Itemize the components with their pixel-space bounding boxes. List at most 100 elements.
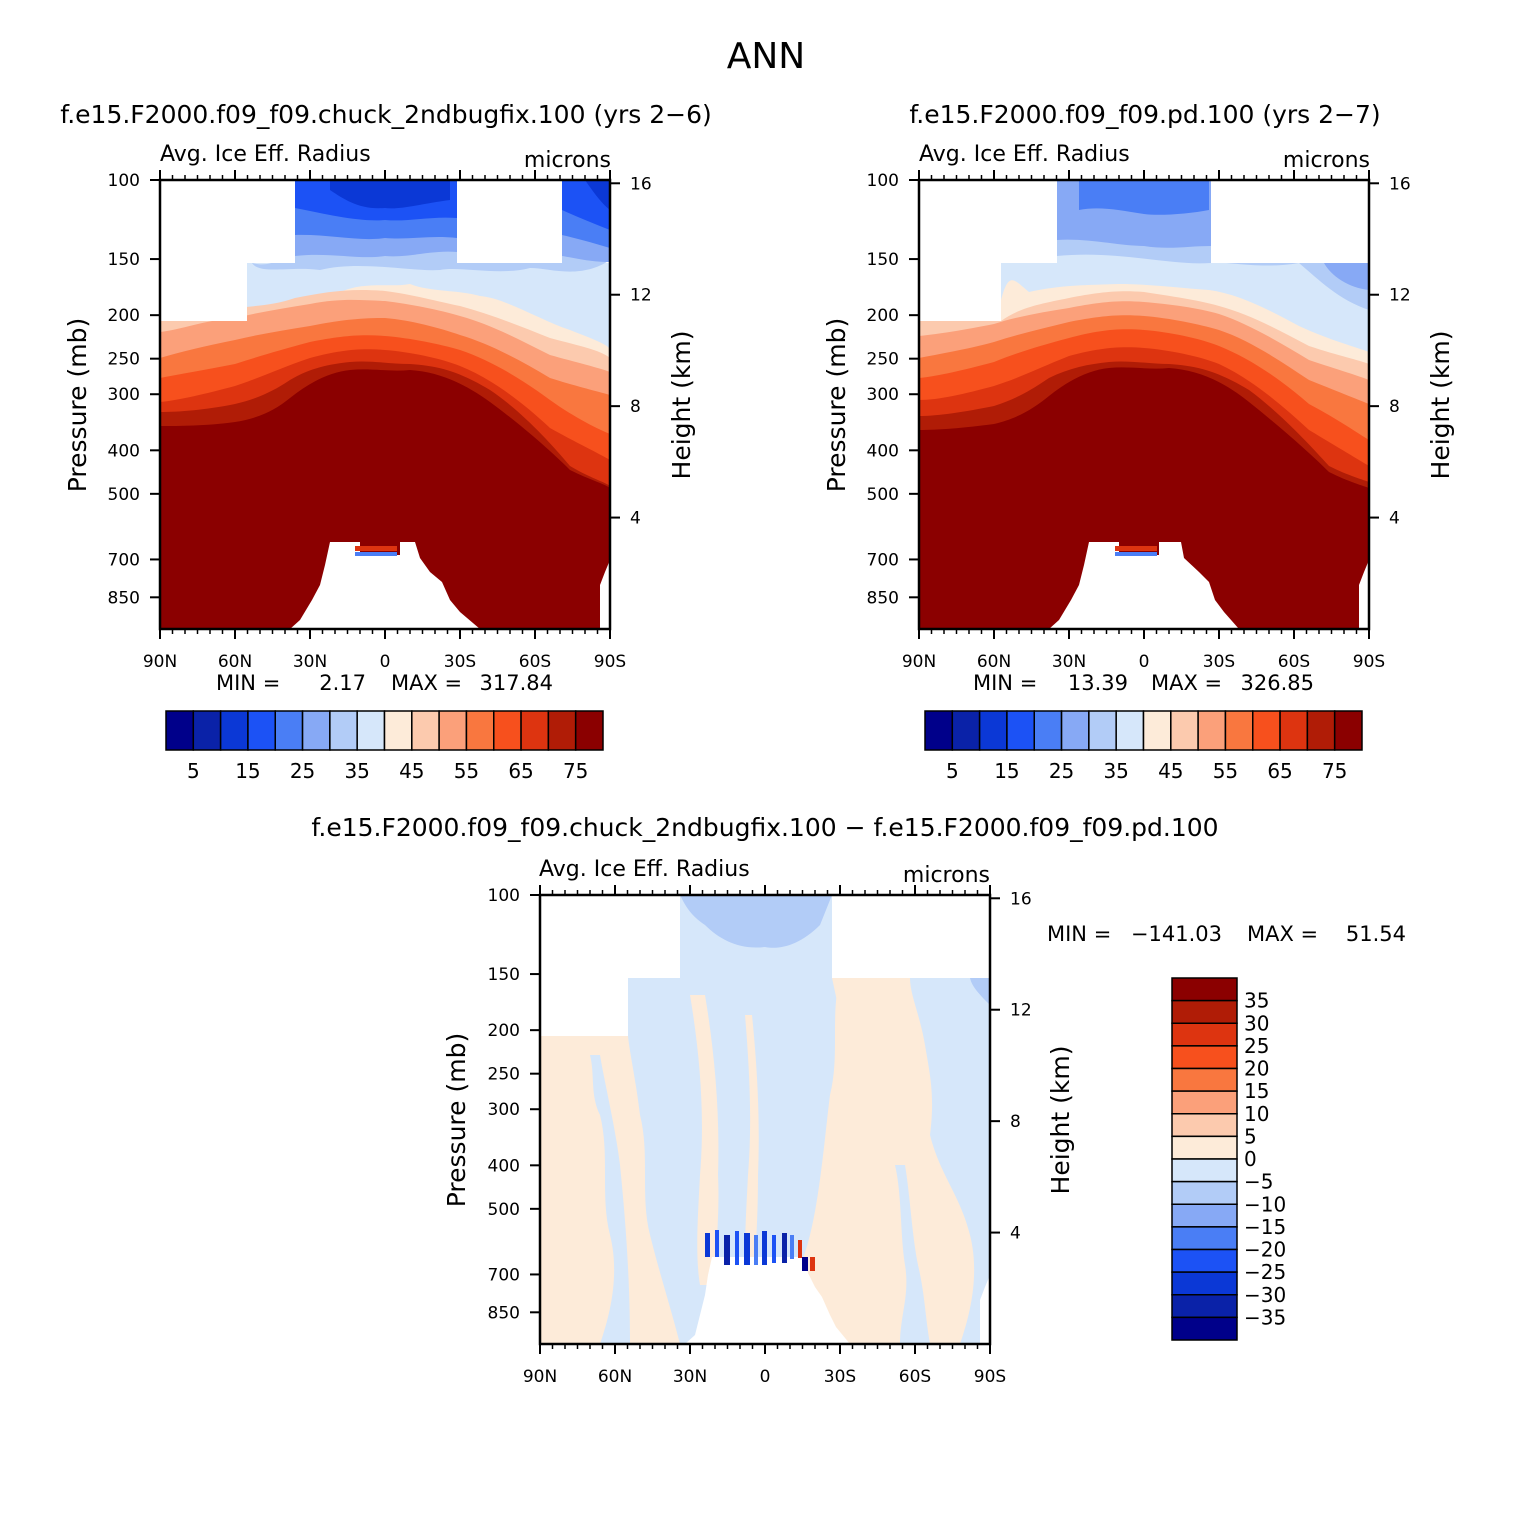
x-tick-label: 60S (899, 1367, 931, 1387)
panel-2-max-label: MAX = (1151, 671, 1222, 695)
y-tick-label: 300 (108, 385, 140, 405)
panel-3-band-neg10-to-neg5 (680, 895, 990, 1005)
panel-2-min-label: MIN = (973, 671, 1037, 695)
colorbar-label: 15 (1244, 1079, 1269, 1103)
colorbar-box (547, 710, 577, 751)
panel-3-band-neg5-to-0 (590, 895, 990, 1344)
colorbar-box (493, 710, 522, 751)
colorbar-box (438, 710, 468, 751)
panel-3-anomaly-blue-10 (790, 1235, 794, 1259)
panel-3-ticks: 90N 60N 30N 0 30S 60S 90S 100 150 200 250 300 400 500… (488, 885, 1032, 1387)
colorbar-label: −30 (1244, 1283, 1286, 1307)
panel-2-y-axis-label: Pressure (mb) (822, 318, 851, 492)
panel-3-missing-surface (685, 1257, 990, 1344)
x-tick-label: 90S (594, 652, 626, 672)
colorbar-label: 15 (235, 759, 260, 783)
panel-3-band-0-to-5-plume-1 (690, 995, 719, 1285)
colorbar-label: 35 (1103, 759, 1128, 783)
panel-1-units-label: microns (524, 148, 611, 173)
y-tick-label: 250 (867, 350, 899, 370)
panel-3-surface-anomalies (705, 1230, 815, 1271)
panel-3-anomaly-blue-5 (744, 1233, 750, 1265)
x-tick-label: 0 (760, 1367, 771, 1387)
colorbar-box (274, 710, 304, 751)
colorbar-label: 25 (1049, 759, 1074, 783)
panel-3-anomaly-red-1 (798, 1240, 802, 1258)
y-tick-label: 850 (488, 1303, 520, 1323)
y2-tick-label: 12 (630, 286, 652, 306)
colorbar-box (1060, 710, 1090, 751)
x-tick-label: 60S (519, 652, 551, 672)
y2-tick-label: 12 (1389, 286, 1411, 306)
colorbar-box (1252, 710, 1281, 751)
colorbar-box (1171, 1158, 1238, 1183)
colorbar-box (1171, 1203, 1238, 1228)
colorbar-box (356, 710, 386, 751)
y2-tick-label: 8 (1389, 397, 1400, 417)
panel-2-y2-axis-label: Height (km) (1426, 331, 1455, 480)
panel-3: f.e15.F2000.f09_f09.chuck_2ndbugfix.100 … (311, 813, 1406, 1387)
colorbar-label: 10 (1244, 1102, 1269, 1126)
y-tick-label: 300 (488, 1100, 520, 1120)
panel-1-ticks: 90N 60N 30N 0 30S 60S 90S 100 150 200 250 300 400 500… (108, 170, 652, 672)
colorbar-box (1171, 1045, 1238, 1070)
colorbar-label: 25 (290, 759, 315, 783)
panel-3-anomaly-blue-7 (762, 1231, 767, 1265)
panel-3-min-value: −141.03 (1131, 922, 1222, 946)
x-tick-label: 90N (902, 652, 936, 672)
y-tick-label: 250 (108, 350, 140, 370)
panel-1-band-15 (330, 180, 610, 210)
y-tick-label: 100 (108, 171, 140, 191)
x-tick-label: 0 (1139, 652, 1150, 672)
colorbar-label: 75 (563, 759, 588, 783)
y2-tick-label: 4 (1389, 509, 1400, 529)
panel-3-anomaly-red-2 (810, 1257, 815, 1271)
colorbar-box (1171, 999, 1238, 1024)
y-tick-label: 150 (488, 965, 520, 985)
panel-3-plot-area: 90N 60N 30N 0 30S 60S 90S 100 150 200 250 300 400 500… (488, 885, 1032, 1387)
colorbar-label: 45 (399, 759, 424, 783)
colorbar-label: 35 (1244, 989, 1269, 1013)
panel-3-anomaly-blue-9 (782, 1233, 787, 1263)
x-tick-label: 30N (293, 652, 327, 672)
x-tick-label: 90S (974, 1367, 1006, 1387)
panel-3-missing-top (540, 895, 990, 1036)
x-tick-label: 0 (380, 652, 391, 672)
colorbar-label: 65 (1267, 759, 1292, 783)
panel-3-band-0-to-5-plume-2 (745, 1015, 759, 1275)
panel-1-missing-surface (290, 542, 610, 629)
colorbar-label: −20 (1244, 1238, 1286, 1262)
colorbar-box (978, 710, 1008, 751)
colorbar-box (383, 710, 413, 751)
y-tick-label: 300 (867, 385, 899, 405)
panel-3-anomaly-blue-1 (705, 1233, 710, 1257)
y-tick-label: 500 (108, 485, 140, 505)
colorbar-box (1171, 1316, 1238, 1341)
colorbar-label: −35 (1244, 1305, 1286, 1329)
colorbar-box (574, 710, 604, 751)
colorbar-label: −15 (1244, 1215, 1286, 1239)
panel-1-surface-strip-blue (355, 552, 397, 556)
panel-1-min-label: MIN = (216, 671, 280, 695)
y-tick-label: 250 (488, 1065, 520, 1085)
x-tick-label: 60S (1278, 652, 1310, 672)
colorbar-box (1171, 1248, 1238, 1273)
panel-2-variable-label: Avg. Ice Eff. Radius (919, 142, 1130, 167)
colorbar-box (1306, 710, 1336, 751)
panel-3-anomaly-blue-8 (772, 1235, 776, 1263)
panel-1: f.e15.F2000.f09_f09.chuck_2ndbugfix.100 … (60, 100, 712, 783)
x-tick-label: 30N (1052, 652, 1086, 672)
colorbar-label: 25 (1244, 1034, 1269, 1058)
panel-3-anomaly-blue-2 (715, 1230, 719, 1257)
y-tick-label: 850 (108, 588, 140, 608)
y2-tick-label: 16 (1010, 889, 1032, 909)
colorbar-box (1171, 1226, 1238, 1251)
colorbar-box (219, 710, 249, 751)
y2-tick-label: 4 (1010, 1224, 1021, 1244)
colorbar-label: 5 (1244, 1124, 1257, 1148)
panel-3-title: f.e15.F2000.f09_f09.chuck_2ndbugfix.100 … (311, 813, 1218, 842)
y-tick-label: 500 (488, 1200, 520, 1220)
panel-1-min-value: 2.17 (319, 671, 366, 695)
panel-2-colorbar: 5 15 25 35 45 55 65 75 (924, 710, 1363, 783)
colorbar-box (520, 710, 550, 751)
